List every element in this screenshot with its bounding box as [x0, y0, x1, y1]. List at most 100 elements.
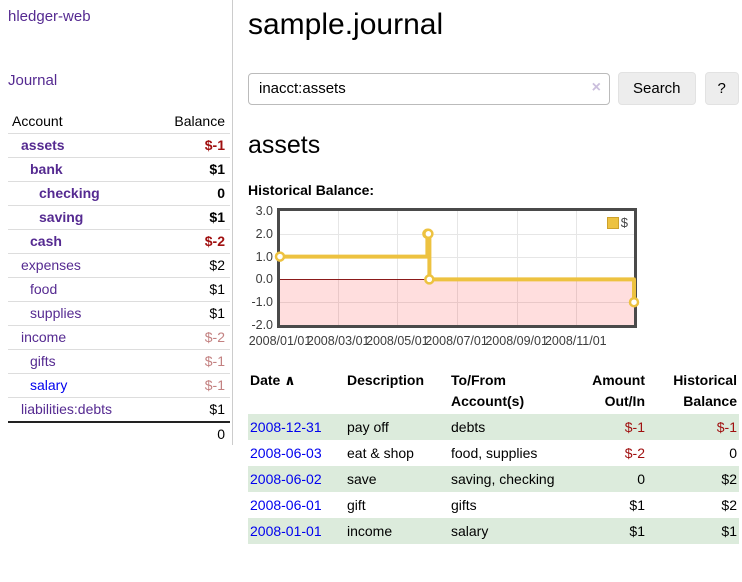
account-row: cash $-2 [8, 229, 230, 254]
txn-amount: $-2 [624, 445, 645, 461]
txn-balance: 0 [729, 445, 737, 461]
account-row: salary $-1 [8, 373, 230, 398]
txn-date-link[interactable]: 2008-06-02 [250, 471, 322, 487]
account-link-checking[interactable]: checking [39, 185, 100, 201]
register-row: 2008-01-01 income salary $1 $1 [248, 518, 739, 544]
txn-balance: $2 [721, 471, 737, 487]
sidebar-item-journal[interactable]: Journal [8, 72, 58, 89]
legend-label: $ [620, 215, 628, 230]
legend-swatch-icon [606, 216, 619, 229]
register-row: 2008-06-02 save saving, checking 0 $2 [248, 466, 739, 492]
chart-title: Historical Balance: [248, 182, 375, 198]
register-table: Date ∧ Description To/From Account(s) Am… [248, 368, 739, 544]
account-balance: $1 [150, 157, 230, 182]
account-balance: $-1 [150, 349, 230, 374]
txn-accounts: food, supplies [451, 445, 538, 461]
register-header-date[interactable]: Date ∧ [248, 368, 345, 414]
x-axis-tick-label: 2008/11/01 [544, 334, 607, 348]
chart-line-svg [274, 228, 640, 308]
x-gridline [575, 211, 577, 325]
x-gridline [516, 211, 518, 325]
clear-search-icon[interactable]: × [591, 78, 601, 96]
accounts-table: Account Balance assets $-1 bank $1 check… [8, 109, 230, 446]
main-content: sample.journal × Search ? assets Histori… [248, 0, 742, 544]
register-row: 2008-06-01 gift gifts $1 $2 [248, 492, 739, 518]
txn-accounts: salary [451, 523, 489, 539]
accounts-header-row: Account Balance [8, 109, 230, 134]
sidebar: hledger-web Journal Account Balance asse… [0, 0, 233, 446]
account-row: checking 0 [8, 181, 230, 206]
account-row: assets $-1 [8, 133, 230, 158]
x-axis-tick-label: 2008/07/01 [425, 334, 488, 348]
txn-date-link[interactable]: 2008-01-01 [250, 523, 322, 539]
account-balance: $-2 [150, 325, 230, 350]
txn-date-link[interactable]: 2008-06-03 [250, 445, 322, 461]
app-title-link[interactable]: hledger-web [8, 8, 91, 25]
register-header-row: Date ∧ Description To/From Account(s) Am… [248, 368, 739, 414]
txn-amount: $1 [629, 497, 645, 513]
account-link-income[interactable]: income [21, 329, 67, 345]
account-balance: $-1 [150, 373, 230, 398]
register-row: 2008-06-03 eat & shop food, supplies $-2… [248, 440, 739, 466]
account-link-saving[interactable]: saving [39, 209, 84, 225]
account-row: liabilities:debts $1 [8, 397, 230, 422]
accounts-header-account: Account [12, 113, 63, 129]
account-row: gifts $-1 [8, 349, 230, 374]
chart-plot-area: $ 3.0 2.0 1.0 0.0 -1.0 -2.0 2008/01/01 2008/03/… [249, 204, 640, 348]
help-button[interactable]: ? [704, 72, 739, 105]
txn-description: gift [347, 497, 366, 513]
txn-description: pay off [347, 419, 389, 435]
account-link-cash[interactable]: cash [30, 233, 62, 249]
txn-description: eat & shop [347, 445, 414, 461]
accounts-total-balance: 0 [150, 421, 230, 446]
account-link-food[interactable]: food [30, 281, 58, 297]
txn-date-link[interactable]: 2008-12-31 [250, 419, 322, 435]
txn-balance: $-1 [716, 419, 737, 435]
search-button[interactable]: Search [618, 72, 696, 105]
y-axis-tick-label: 2.0 [255, 226, 273, 241]
account-row: income $-2 [8, 325, 230, 350]
y-axis-tick-label: 0.0 [255, 272, 273, 287]
account-row: saving $1 [8, 205, 230, 230]
account-balance: $1 [150, 301, 230, 326]
register-header-tofrom: To/From Account(s) [451, 372, 525, 409]
txn-description: save [347, 471, 377, 487]
account-link-assets[interactable]: assets [21, 137, 65, 153]
account-balance: $-2 [150, 229, 230, 254]
account-link-expenses[interactable]: expenses [21, 257, 81, 273]
account-link-liabilities-debts[interactable]: liabilities:debts [21, 401, 113, 417]
account-link-bank[interactable]: bank [30, 161, 63, 177]
txn-accounts: gifts [451, 497, 477, 513]
account-balance: $1 [150, 205, 230, 230]
x-gridline [456, 211, 458, 325]
account-balance: $2 [150, 253, 230, 278]
account-row: supplies $1 [8, 301, 230, 326]
accounts-total-row: 0 [8, 421, 230, 446]
x-axis-tick-label: 2008/05/01 [366, 334, 429, 348]
account-balance: $1 [150, 277, 230, 302]
txn-amount: 0 [637, 471, 645, 487]
txn-description: income [347, 523, 393, 539]
x-axis-tick-label: 2008/01/01 [248, 334, 312, 348]
search-form: × Search ? [248, 72, 742, 105]
account-heading: assets [248, 131, 321, 159]
register-header-balance: Historical Balance [673, 372, 737, 409]
date-header-label: Date [250, 372, 281, 388]
historical-balance-chart: $ 3.0 2.0 1.0 0.0 -1.0 -2.0 2008/01/01 2008/03/… [248, 204, 742, 351]
register-row: 2008-12-31 pay off debts $-1 $-1 [248, 414, 739, 440]
sort-asc-icon: ∧ [284, 372, 296, 388]
x-gridline [397, 211, 399, 325]
txn-date-link[interactable]: 2008-06-01 [250, 497, 322, 513]
chart-legend: $ [604, 214, 630, 231]
accounts-header-balance: Balance [174, 113, 225, 129]
account-balance: $-1 [150, 133, 230, 158]
account-link-salary[interactable]: salary [30, 377, 68, 393]
y-axis-tick-label: 3.0 [255, 204, 273, 218]
negative-region-fill [280, 279, 634, 325]
account-link-gifts[interactable]: gifts [30, 353, 56, 369]
account-link-supplies[interactable]: supplies [30, 305, 82, 321]
account-row: expenses $2 [8, 253, 230, 278]
search-input[interactable] [248, 72, 610, 105]
txn-amount: $1 [629, 523, 645, 539]
account-row: bank $1 [8, 157, 230, 182]
